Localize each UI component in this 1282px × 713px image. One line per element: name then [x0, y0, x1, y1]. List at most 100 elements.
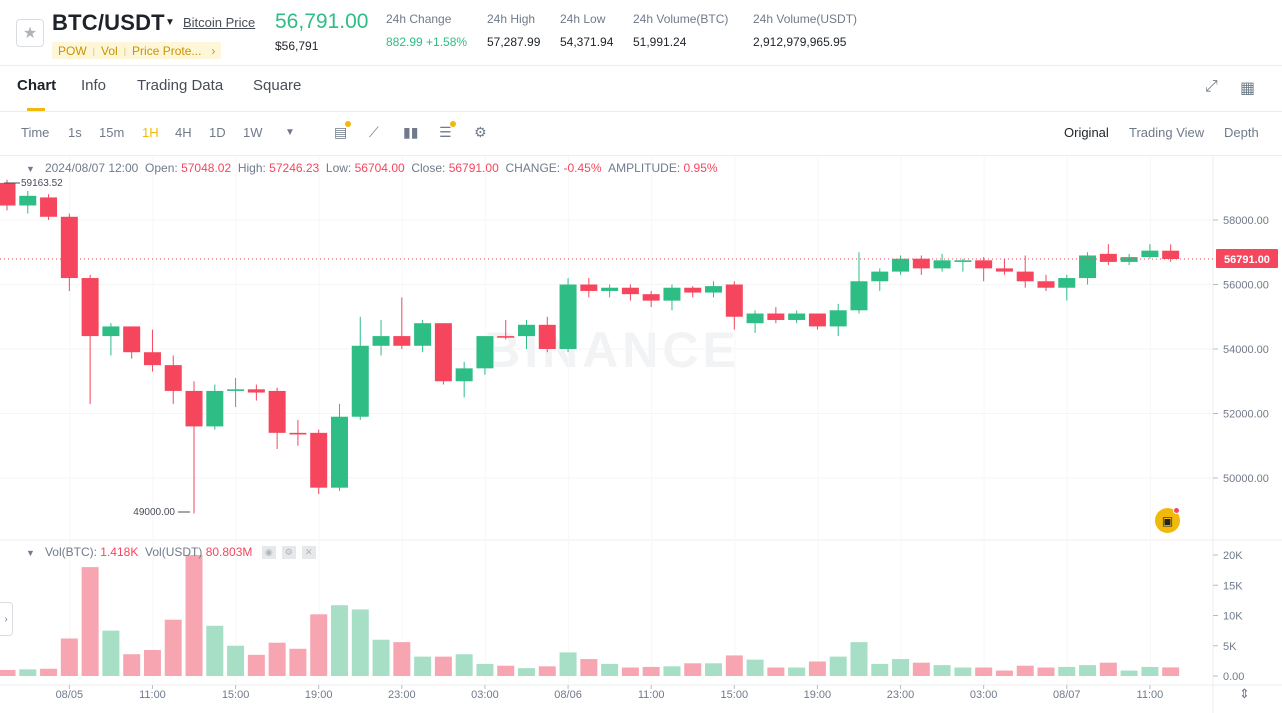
volume-bar	[330, 605, 348, 676]
bitcoin-price-link[interactable]: Bitcoin Price	[183, 15, 256, 30]
candle-body	[829, 310, 847, 327]
vol-usdt-value: 80.803M	[205, 545, 253, 559]
volume-bar	[1099, 662, 1117, 676]
volume-collapse-icon[interactable]: ▼	[26, 548, 35, 558]
volume-bar	[497, 665, 515, 676]
current-price-label: 56791.00	[1224, 254, 1270, 266]
tab-chart[interactable]: Chart	[17, 77, 57, 94]
ticker-header: ★ BTC/USDT ▼ Bitcoin Price POW | Vol | P…	[0, 0, 1282, 66]
volume-bar	[684, 663, 702, 676]
candle-body	[642, 294, 660, 301]
volume-bar	[143, 649, 161, 676]
candle-body	[414, 323, 432, 346]
volume-bar	[808, 661, 826, 676]
settings-list-icon[interactable]: ☰	[439, 121, 456, 141]
volume-bar	[1162, 667, 1180, 676]
stat-value: 2,912,979,965.95	[753, 35, 847, 49]
stat-24h-high: 24h High 57,287.99	[487, 12, 540, 49]
legend-low-value: 56704.00	[354, 161, 405, 175]
fullscreen-icon[interactable]: ⤢	[1205, 78, 1218, 95]
time-tick-label: 03:00	[970, 689, 998, 701]
candle-type-icon[interactable]: ▮▮	[403, 124, 419, 140]
candle-body	[995, 268, 1013, 272]
volume-bar	[746, 659, 764, 676]
tab-info[interactable]: Info	[81, 77, 107, 94]
volume-bar	[0, 669, 16, 676]
price-tick-label: 58000.00	[1223, 215, 1269, 227]
resize-axis-icon[interactable]: ⇕	[1239, 686, 1250, 701]
time-tick-label: 15:00	[721, 689, 749, 701]
price-tick-label: 50000.00	[1223, 473, 1269, 485]
pair-tags[interactable]: POW | Vol | Price Prote... ›	[52, 42, 222, 59]
vol-btc-label: Vol(BTC):	[44, 545, 97, 559]
floating-action-icon[interactable]: ▣	[1155, 507, 1180, 533]
volume-bar	[1141, 666, 1159, 676]
interval-1s[interactable]: 1s	[68, 125, 82, 140]
layout-grid-icon[interactable]: ▦	[1240, 80, 1256, 97]
min-price-label: 49000.00	[133, 507, 175, 518]
volume-bar	[123, 654, 141, 676]
pair-title[interactable]: BTC/USDT	[52, 10, 165, 35]
candle-body	[1058, 278, 1076, 288]
candle-body	[81, 278, 99, 337]
volume-bar	[933, 665, 951, 676]
current-price-tag	[1216, 248, 1278, 268]
candle-body	[206, 390, 224, 427]
volume-bar	[788, 667, 806, 676]
interval-1d[interactable]: 1D	[209, 125, 226, 140]
stat-label: 24h Volume(BTC)	[633, 12, 729, 26]
indicator-icon[interactable]: ⟋	[369, 124, 379, 140]
stat-24h-volume-usdt: 24h Volume(USDT) 2,912,979,965.95	[753, 12, 857, 49]
view-trading-view[interactable]: Trading View	[1129, 125, 1205, 140]
view-depth[interactable]: Depth	[1224, 125, 1259, 140]
interval-time[interactable]: Time	[21, 125, 50, 140]
stat-value: 882.99 +1.58%	[386, 35, 468, 49]
tab-trading-data[interactable]: Trading Data	[137, 77, 224, 94]
candle-body	[788, 313, 806, 320]
interval-4h[interactable]: 4H	[175, 125, 192, 140]
volume-bar	[518, 668, 535, 676]
more-intervals-icon[interactable]: ▼	[285, 127, 295, 138]
candle-body	[975, 260, 993, 269]
interval-1h[interactable]: 1H	[142, 125, 159, 140]
candle-body	[850, 281, 868, 311]
candlestick-chart[interactable]: 58000.00 56000.00 54000.00 52000.00 50000.00…	[0, 156, 1282, 713]
favorite-star-icon[interactable]: ★	[16, 19, 44, 47]
candle-body	[40, 197, 58, 217]
volume-bar	[393, 642, 411, 676]
close-icon[interactable]: ✕	[301, 546, 316, 560]
gear-icon[interactable]: ⚙	[474, 124, 487, 140]
interval-15m[interactable]: 15m	[99, 125, 125, 140]
candle-body	[60, 216, 78, 279]
candle-body	[143, 352, 161, 366]
legend-date: 2024/08/07 12:00	[44, 161, 139, 175]
volume-bar	[621, 667, 639, 676]
volume-tick-label: 10K	[1223, 611, 1243, 623]
eye-icon[interactable]: ◉	[261, 546, 276, 560]
volume-bar	[19, 669, 37, 676]
vol-btc-value: 1.418K	[100, 545, 139, 559]
calendar-icon[interactable]: ▤	[334, 121, 352, 141]
legend-amplitude-label: AMPLITUDE:	[608, 161, 681, 175]
stat-value: 54,371.94	[560, 35, 614, 49]
volume-bar	[892, 659, 910, 676]
view-original[interactable]: Original	[1064, 125, 1109, 140]
time-tick-label: 19:00	[804, 689, 832, 701]
volume-tick-label: 15K	[1223, 580, 1243, 592]
expand-side-panel-icon[interactable]: ›	[0, 602, 13, 636]
interval-1w[interactable]: 1W	[243, 125, 263, 140]
stat-value: 51,991.24	[633, 35, 687, 49]
last-price-usd: $56,791	[275, 39, 319, 53]
volume-bar	[164, 619, 182, 676]
tag-vol: Vol	[101, 43, 118, 58]
stat-label: 24h Low	[560, 12, 606, 26]
candle-body	[476, 336, 494, 369]
candle-body	[247, 389, 265, 393]
settings-icon[interactable]: ⚙	[281, 546, 296, 560]
tab-square[interactable]: Square	[253, 77, 302, 94]
candle-body	[559, 284, 577, 349]
candle-body	[164, 365, 182, 391]
candle-body	[538, 324, 556, 349]
legend-collapse-icon[interactable]: ▼	[26, 164, 35, 174]
pair-dropdown-icon[interactable]: ▼	[165, 17, 175, 28]
